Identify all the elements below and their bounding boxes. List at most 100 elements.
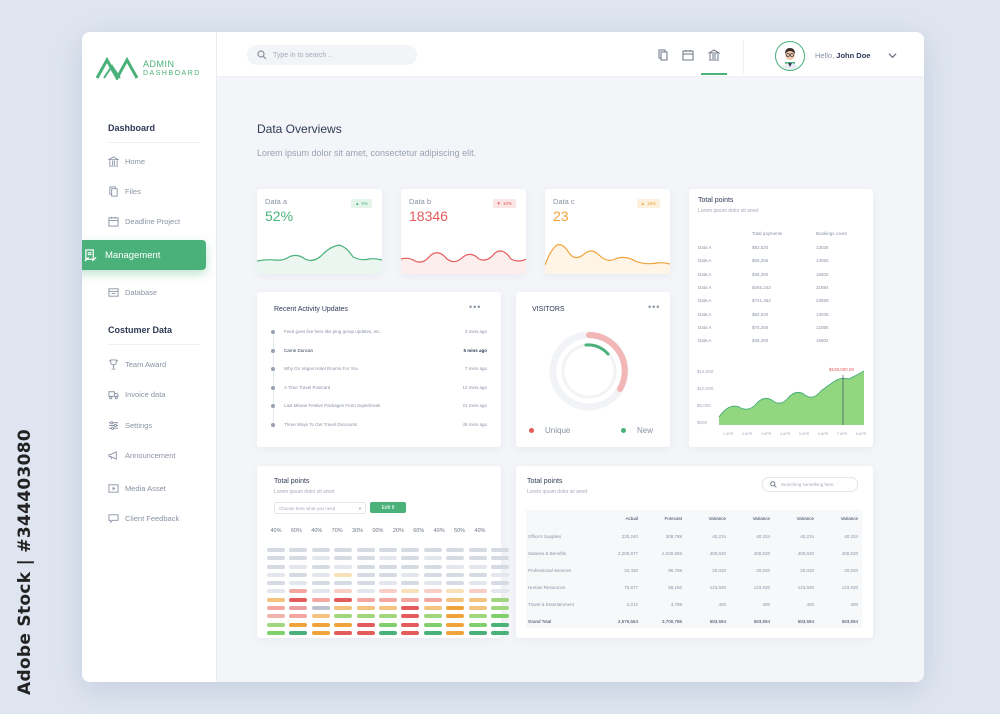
more-menu-icon[interactable]: •••	[648, 302, 661, 312]
grid-column	[468, 548, 487, 639]
dashboard-window: ADMIN DASHBOARD Dashboard Home Files Dea…	[82, 32, 924, 682]
activity-text: Why Go Vegas Hotel Rooms For You	[284, 366, 359, 371]
sidebar-item-media-asset[interactable]: Media Asset	[108, 481, 166, 495]
sidebar-item-label: Database	[125, 287, 158, 297]
sidebar-item-label: Client Feedback	[125, 513, 180, 523]
activity-text: A Time Travel Postcard	[284, 384, 331, 390]
divider	[743, 40, 744, 74]
sparkline-a	[257, 244, 382, 274]
y-tick: $15,000	[697, 369, 714, 374]
grid-cell	[491, 556, 509, 561]
grid-cell	[423, 630, 442, 635]
user-avatar-icon	[782, 48, 798, 70]
grid-cell	[423, 589, 442, 594]
bank-icon[interactable]	[708, 49, 720, 61]
files-icon[interactable]	[657, 49, 669, 61]
sidebar-item-invoice-data[interactable]: Invoice data	[108, 387, 165, 401]
bank-icon	[108, 155, 119, 167]
data-card-a: Data a 52% ▲ 5%	[257, 189, 382, 274]
sidebar-item-client-feedback[interactable]: Client Feedback	[108, 511, 179, 525]
chart-callout: $108,000.00	[829, 367, 855, 372]
sidebar-item-management[interactable]: Management	[82, 240, 206, 270]
grid-cell	[311, 548, 330, 552]
y-tick: $5,000	[697, 403, 711, 408]
grid-cell	[356, 572, 375, 577]
table-cell: 32,430	[624, 568, 638, 573]
percent-label: 60%	[413, 528, 425, 534]
trend-down-icon: ▼	[496, 201, 501, 206]
user-name: John Doe	[836, 51, 871, 60]
grid-cell	[401, 589, 420, 594]
percent-label: 20%	[392, 528, 404, 534]
sidebar-item-database[interactable]: Database	[108, 285, 157, 299]
timeline-dot	[271, 330, 275, 334]
sidebar: ADMIN DASHBOARD Dashboard Home Files Dea…	[82, 32, 217, 682]
list-item[interactable]: Last Minute Festive Packages From Superb…	[271, 402, 487, 412]
list-item[interactable]: Three Ways To Get Travel Discounts 45 min…	[271, 421, 487, 431]
list-item[interactable]: Why Go Vegas Hotel Rooms For You 7 mins a…	[271, 365, 487, 375]
grid-cell	[289, 606, 308, 611]
grid-cell	[356, 556, 375, 561]
percent-row: 40% 60% 40% 70% 30% 00% 20% 60% 40% 50% 40%	[267, 528, 489, 534]
grid-cell	[491, 597, 509, 602]
table-cell: 400	[806, 602, 814, 607]
grid-cell	[468, 614, 487, 619]
table-cell: 3,700,786	[661, 619, 682, 624]
data-card-label: Data a	[265, 197, 288, 206]
sidebar-item-team-award[interactable]: Team Award	[108, 357, 166, 371]
grid-cell	[423, 556, 442, 561]
megaphone-icon	[108, 450, 117, 460]
percent-label: 70%	[331, 528, 343, 534]
table-cell: 40,234	[712, 534, 726, 539]
data-card-value: 23	[553, 208, 569, 224]
sidebar-item-home[interactable]: Home	[108, 154, 145, 168]
trend-up-icon: ▲	[355, 201, 360, 206]
list-item[interactable]: A Time Travel Postcard 12 mins ago	[271, 384, 487, 394]
sidebar-item-deadline-project[interactable]: Deadline Project	[108, 214, 180, 228]
activity-time: 3 mins ago	[464, 329, 487, 334]
grid-column	[401, 548, 420, 639]
table-cell: 123,020	[709, 585, 726, 590]
status-badge: ▲ 15%	[636, 199, 660, 208]
grid-cell	[334, 630, 353, 635]
grid-cell	[446, 556, 465, 561]
nav-section-costumer-data: Costumer Data	[108, 325, 173, 335]
choose-select[interactable]: Choose here what you need ▼	[274, 502, 366, 514]
table-cell: 20,020	[712, 568, 726, 573]
table-cell: Human Resources	[528, 585, 566, 590]
table-cell: 400	[718, 602, 726, 607]
chevron-down-icon[interactable]	[888, 51, 897, 60]
sidebar-item-files[interactable]: Files	[108, 184, 141, 198]
grid-cell	[289, 556, 308, 561]
grid-cell	[446, 606, 465, 611]
select-placeholder: Choose here what you need	[279, 505, 336, 511]
bookings-cell: 12055	[816, 324, 829, 330]
table-row: Data A $82,520 13035	[698, 245, 864, 255]
percent-label: 00%	[372, 528, 384, 534]
card-title: Total points	[698, 197, 734, 204]
calendar-icon[interactable]	[682, 49, 694, 61]
list-item[interactable]: Carrie Duncan 5 mins ago	[271, 347, 487, 357]
table-search-input[interactable]: Searching something here	[762, 477, 858, 492]
edit-it-button[interactable]: Edit It	[370, 502, 406, 513]
grid-cell	[334, 548, 353, 552]
sidebar-item-settings[interactable]: Settings	[108, 418, 152, 432]
table-cell: 400,020	[709, 551, 726, 556]
sidebar-item-label: Home	[125, 156, 146, 166]
bookings-cell: 13035	[816, 245, 829, 250]
sidebar-item-announcement[interactable]: Announcement	[108, 448, 175, 462]
list-item[interactable]: Feed goes live here like ping group upda…	[271, 328, 487, 338]
greeting-label: Hello,	[815, 51, 835, 60]
more-menu-icon[interactable]: •••	[469, 302, 482, 312]
sidebar-item-label: Settings	[125, 420, 153, 430]
table-row: Data A $82,520 13035	[698, 312, 864, 322]
grid-cell	[311, 622, 330, 627]
avatar[interactable]	[775, 41, 805, 71]
grid-cell	[311, 572, 330, 577]
grid-cell	[379, 581, 397, 586]
grid-cell	[491, 564, 509, 569]
table-row: Data A $75,255 12055	[698, 325, 864, 335]
grid-column	[311, 548, 330, 639]
search-input[interactable]: Type in to search ..	[247, 45, 417, 65]
grid-cell	[379, 622, 397, 627]
